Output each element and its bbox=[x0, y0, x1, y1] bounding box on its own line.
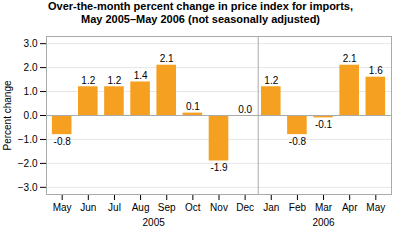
svg-text:Nov: Nov bbox=[210, 202, 228, 213]
svg-text:0.1: 0.1 bbox=[186, 101, 200, 112]
svg-text:2.0: 2.0 bbox=[24, 62, 38, 73]
svg-text:May: May bbox=[366, 202, 385, 213]
svg-text:-0.8: -0.8 bbox=[54, 136, 72, 147]
svg-text:Mar: Mar bbox=[315, 202, 333, 213]
svg-text:2.1: 2.1 bbox=[160, 53, 174, 64]
svg-text:Sep: Sep bbox=[158, 202, 176, 213]
svg-text:Apr: Apr bbox=[342, 202, 358, 213]
svg-text:−2.0: −2.0 bbox=[18, 158, 38, 169]
svg-text:−3.0: −3.0 bbox=[18, 182, 38, 193]
svg-text:1.4: 1.4 bbox=[134, 70, 148, 81]
svg-text:2005: 2005 bbox=[143, 217, 166, 228]
svg-text:2.1: 2.1 bbox=[343, 53, 357, 64]
html-text:May 2005–May 2006 (not seasona: May 2005–May 2006 (not seasonally adjust… bbox=[81, 13, 320, 25]
svg-text:May: May bbox=[53, 202, 72, 213]
svg-text:3.0: 3.0 bbox=[24, 38, 38, 49]
svg-text:Feb: Feb bbox=[289, 202, 307, 213]
svg-text:2006: 2006 bbox=[312, 217, 335, 228]
svg-text:Aug: Aug bbox=[132, 202, 150, 213]
svg-text:Dec: Dec bbox=[236, 202, 254, 213]
svg-text:0.0: 0.0 bbox=[238, 104, 252, 115]
svg-text:1.2: 1.2 bbox=[81, 75, 95, 86]
html-text:Over-the-month percent change: Over-the-month percent change in price i… bbox=[48, 0, 353, 12]
svg-text:Jun: Jun bbox=[80, 202, 96, 213]
svg-text:1.2: 1.2 bbox=[264, 75, 278, 86]
svg-text:-0.1: -0.1 bbox=[315, 119, 333, 130]
svg-text:1.0: 1.0 bbox=[24, 86, 38, 97]
svg-text:Percent change: Percent change bbox=[2, 80, 13, 150]
svg-text:Jul: Jul bbox=[108, 202, 121, 213]
svg-text:Oct: Oct bbox=[185, 202, 201, 213]
svg-text:-1.9: -1.9 bbox=[210, 162, 228, 173]
svg-text:Jan: Jan bbox=[263, 202, 279, 213]
svg-text:−1.0: −1.0 bbox=[18, 134, 38, 145]
svg-text:-0.8: -0.8 bbox=[289, 136, 307, 147]
svg-text:0.0: 0.0 bbox=[24, 110, 38, 121]
svg-text:1.6: 1.6 bbox=[369, 65, 383, 76]
svg-text:1.2: 1.2 bbox=[108, 75, 122, 86]
